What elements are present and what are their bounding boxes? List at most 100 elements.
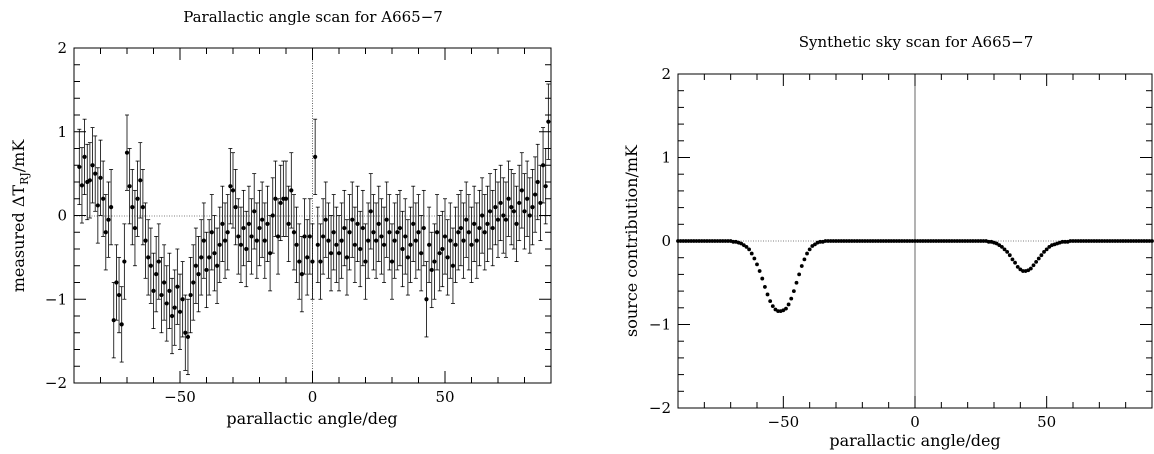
data-point	[474, 238, 479, 243]
data-point	[450, 263, 456, 268]
data-point	[910, 239, 915, 243]
data-point	[799, 264, 804, 268]
data-point	[87, 178, 92, 183]
data-points	[77, 83, 551, 376]
data-point	[720, 239, 725, 243]
data-point	[278, 200, 283, 206]
data-point	[352, 242, 357, 247]
data-point	[805, 251, 809, 256]
data-point	[1034, 259, 1039, 264]
data-point	[986, 239, 991, 244]
data-point	[1089, 239, 1094, 243]
data-point	[318, 259, 323, 264]
data-point	[199, 255, 204, 260]
data-point	[965, 239, 970, 243]
data-point	[368, 209, 373, 214]
data-point	[535, 179, 540, 185]
data-point	[686, 239, 691, 243]
data-point	[786, 302, 791, 307]
data-point	[897, 239, 902, 243]
data-point	[1115, 239, 1120, 243]
data-point	[702, 239, 707, 243]
data-point	[1073, 239, 1078, 243]
data-point	[873, 239, 878, 243]
data-point	[1094, 239, 1099, 243]
data-point	[789, 296, 794, 301]
data-point	[132, 225, 138, 231]
data-point	[466, 230, 471, 235]
data-point	[77, 164, 82, 170]
data-point	[456, 230, 461, 235]
data-point	[697, 239, 701, 243]
data-point	[726, 239, 730, 243]
data-point	[731, 239, 736, 244]
data-point	[215, 263, 220, 268]
data-point	[1118, 239, 1123, 243]
data-point	[1136, 239, 1141, 243]
data-point	[936, 239, 941, 243]
data-point	[442, 234, 448, 239]
data-point	[90, 163, 95, 168]
data-point	[310, 259, 315, 264]
data-point	[408, 242, 413, 247]
data-point	[328, 251, 334, 256]
data-point	[360, 225, 365, 231]
data-point	[302, 234, 307, 239]
data-point	[942, 239, 946, 243]
data-point	[116, 292, 122, 298]
data-point	[321, 234, 326, 239]
data-point	[1121, 239, 1125, 243]
data-point	[1131, 239, 1136, 243]
data-point	[397, 225, 403, 231]
data-point	[949, 239, 954, 243]
data-point	[1079, 239, 1083, 243]
data-point	[156, 259, 161, 264]
data-point	[193, 263, 198, 268]
data-point	[183, 330, 188, 335]
data-point	[427, 242, 432, 247]
data-point	[1007, 253, 1012, 258]
data-point	[501, 213, 506, 218]
data-point	[220, 221, 225, 226]
data-point	[225, 230, 230, 235]
data-point	[374, 238, 379, 243]
data-point	[172, 305, 177, 310]
data-point	[931, 239, 936, 243]
data-point	[1102, 239, 1107, 243]
data-point	[1000, 244, 1004, 249]
data-point	[1005, 249, 1010, 254]
data-point	[265, 221, 270, 226]
data-point	[429, 267, 434, 273]
data-point	[973, 239, 978, 243]
axis-ticks	[73, 47, 552, 384]
data-point	[934, 239, 938, 243]
data-point	[889, 239, 894, 243]
data-point	[169, 313, 175, 319]
data-point	[101, 196, 106, 201]
data-point	[918, 239, 923, 243]
data-point	[238, 242, 244, 247]
data-point	[201, 238, 206, 243]
data-point	[839, 239, 844, 243]
data-point	[892, 239, 896, 243]
data-point	[797, 272, 802, 277]
data-point	[379, 234, 384, 239]
data-point	[350, 217, 355, 222]
data-point	[828, 239, 833, 243]
data-point	[458, 225, 463, 231]
data-point	[252, 209, 257, 214]
data-point	[1100, 239, 1104, 243]
data-point	[681, 239, 686, 243]
data-point	[509, 205, 514, 210]
data-point	[952, 239, 957, 243]
data-point	[140, 205, 145, 210]
data-point	[527, 213, 532, 218]
data-point	[217, 242, 222, 247]
data-point	[1013, 260, 1017, 265]
data-point	[389, 259, 395, 264]
data-point	[939, 239, 944, 243]
data-point	[705, 239, 709, 243]
data-point	[831, 239, 836, 243]
data-point	[313, 154, 318, 159]
data-point	[1144, 239, 1149, 243]
